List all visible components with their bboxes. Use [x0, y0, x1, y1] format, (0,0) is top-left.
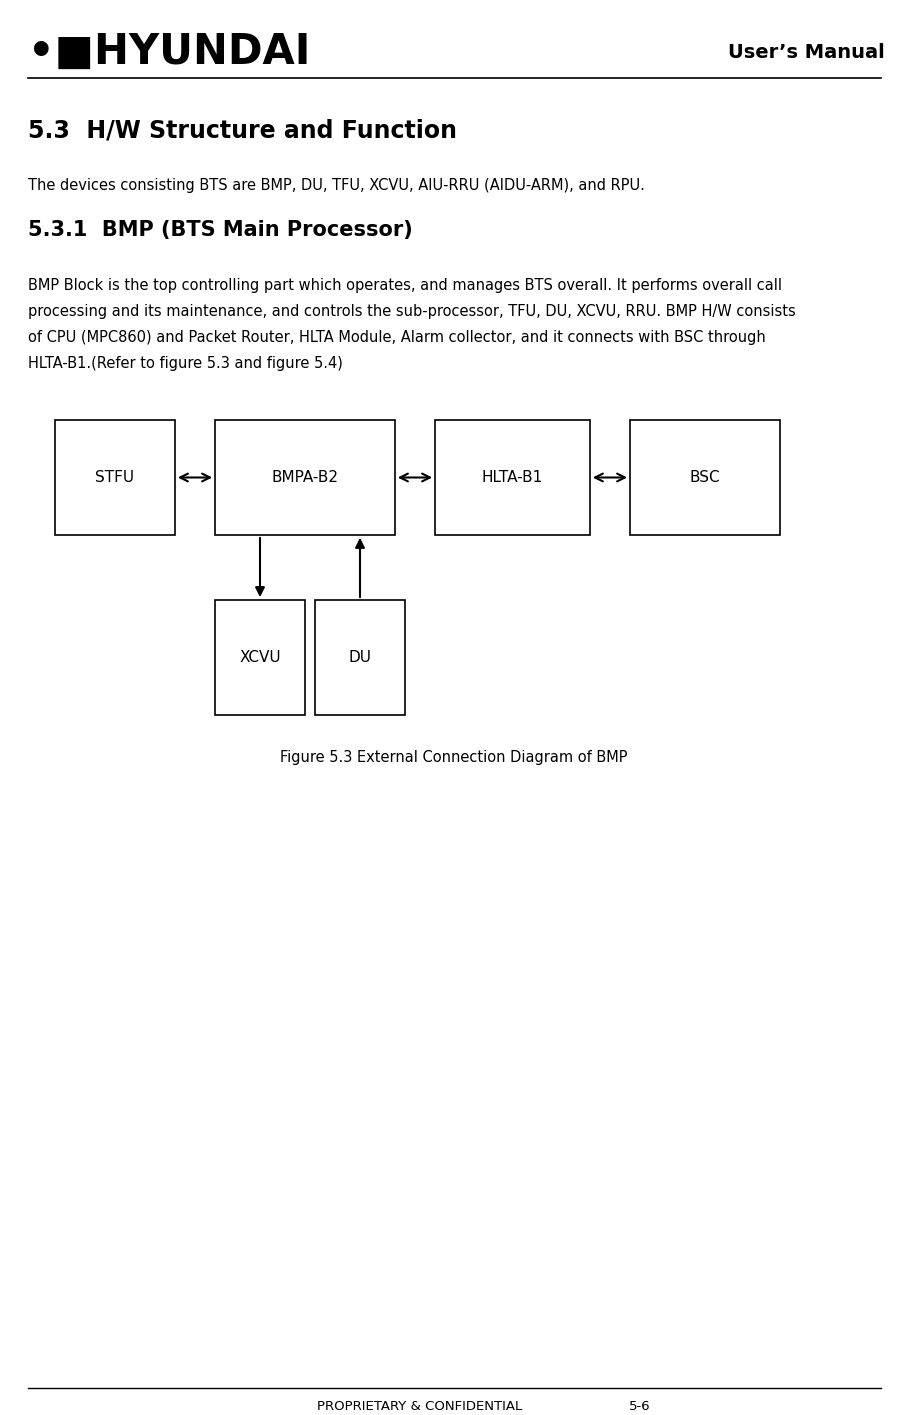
Bar: [215, 420, 395, 535]
Text: of CPU (MPC860) and Packet Router, HLTA Module, Alarm collector, and it connects: of CPU (MPC860) and Packet Router, HLTA …: [28, 330, 765, 345]
Text: processing and its maintenance, and controls the sub-processor, TFU, DU, XCVU, R: processing and its maintenance, and cont…: [28, 304, 795, 318]
Text: User’s Manual: User’s Manual: [728, 42, 885, 61]
Text: BMP Block is the top controlling part which operates, and manages BTS overall. I: BMP Block is the top controlling part wh…: [28, 277, 782, 293]
Text: BMPA-B2: BMPA-B2: [272, 470, 338, 485]
Text: HLTA-B1: HLTA-B1: [482, 470, 543, 485]
Text: •■HYUNDAI: •■HYUNDAI: [28, 31, 310, 74]
Bar: [630, 420, 780, 535]
Text: 5.3.1  BMP (BTS Main Processor): 5.3.1 BMP (BTS Main Processor): [28, 219, 413, 241]
Bar: [215, 600, 305, 715]
Text: DU: DU: [348, 649, 372, 665]
Text: The devices consisting BTS are BMP, DU, TFU, XCVU, AIU-RRU (AIDU-ARM), and RPU.: The devices consisting BTS are BMP, DU, …: [28, 178, 644, 192]
Text: 5-6: 5-6: [629, 1399, 651, 1414]
Text: BSC: BSC: [690, 470, 720, 485]
Bar: [435, 420, 590, 535]
Bar: [55, 420, 175, 535]
Text: Figure 5.3 External Connection Diagram of BMP: Figure 5.3 External Connection Diagram o…: [280, 750, 628, 766]
Text: XCVU: XCVU: [239, 649, 281, 665]
Text: STFU: STFU: [95, 470, 135, 485]
Text: 5.3  H/W Structure and Function: 5.3 H/W Structure and Function: [28, 117, 457, 142]
Text: PROPRIETARY & CONFIDENTIAL: PROPRIETARY & CONFIDENTIAL: [317, 1399, 523, 1414]
Bar: [315, 600, 405, 715]
Text: HLTA-B1.(Refer to figure 5.3 and figure 5.4): HLTA-B1.(Refer to figure 5.3 and figure …: [28, 357, 343, 371]
